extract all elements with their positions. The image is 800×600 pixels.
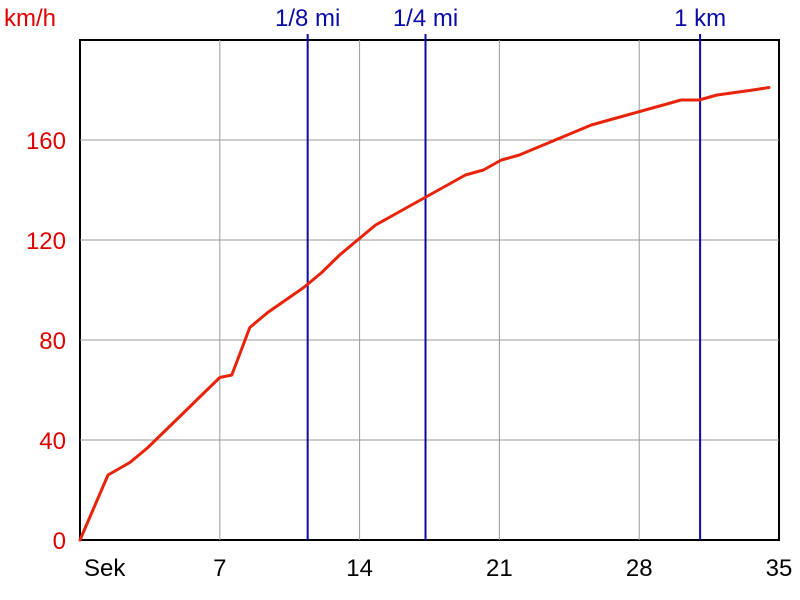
x-tick-label: 14 [346, 555, 373, 582]
speed-series-line [78, 86, 771, 542]
y-tick-label: 160 [26, 128, 66, 155]
y-tick-label: 120 [26, 228, 66, 255]
tick-labels: 7 14 21 28 35 0 40 80 120 160 [26, 128, 792, 582]
y-tick-label: 80 [39, 328, 66, 355]
distance-marker-label: 1 km [674, 5, 726, 32]
y-axis-unit-label: km/h [4, 5, 56, 32]
distance-markers: 1/8 mi 1/4 mi 1 km [275, 5, 726, 540]
y-tick-label: 40 [39, 428, 66, 455]
y-tick-label: 0 [53, 528, 66, 555]
distance-marker-label: 1/8 mi [275, 5, 340, 32]
x-axis-unit-label: Sek [84, 555, 126, 582]
grid-lines [80, 40, 779, 540]
plot-frame [79, 39, 780, 541]
x-tick-label: 28 [626, 555, 653, 582]
distance-marker-label: 1/4 mi [393, 5, 458, 32]
x-tick-label: 35 [766, 555, 793, 582]
x-tick-label: 21 [486, 555, 513, 582]
series-layer [78, 86, 771, 542]
x-tick-label: 7 [213, 555, 226, 582]
